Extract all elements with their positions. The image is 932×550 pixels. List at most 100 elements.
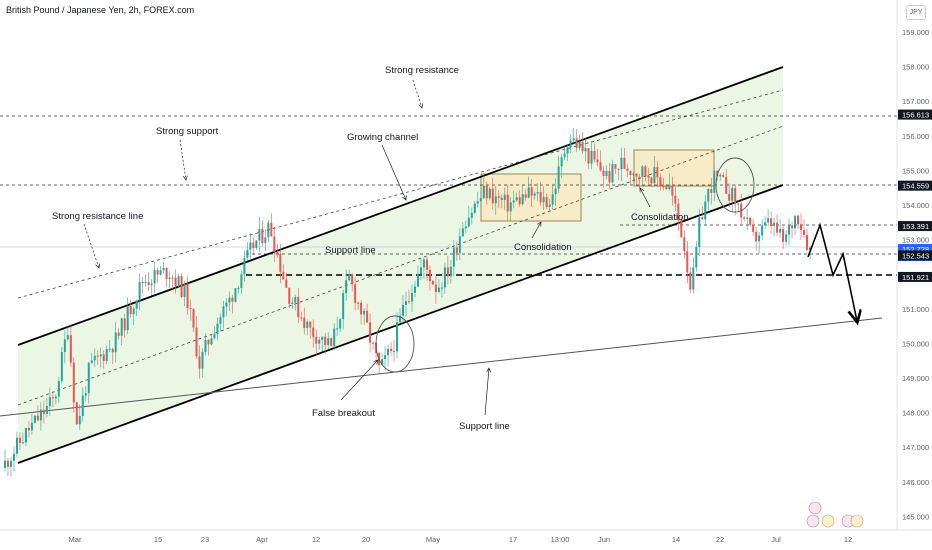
candle-body bbox=[686, 251, 689, 273]
candle-body bbox=[611, 164, 614, 183]
candle-body bbox=[204, 339, 207, 352]
x-tick-label: 22 bbox=[716, 535, 724, 544]
candle-body bbox=[620, 157, 623, 170]
price-tag-bg bbox=[898, 271, 932, 282]
candle-body bbox=[396, 322, 399, 352]
candle-body bbox=[698, 217, 701, 247]
candle-body bbox=[722, 174, 725, 177]
candle-body bbox=[419, 267, 422, 275]
candle-body bbox=[195, 327, 198, 357]
event-badge-flag-5[interactable] bbox=[850, 514, 864, 528]
candle-body bbox=[710, 189, 713, 193]
candle-body bbox=[48, 397, 51, 407]
candle-body bbox=[6, 460, 9, 467]
candle-body bbox=[416, 274, 419, 287]
candle-body bbox=[21, 442, 24, 444]
candle-body bbox=[333, 328, 336, 347]
candle-body bbox=[701, 217, 704, 220]
candle-body bbox=[24, 428, 27, 443]
candle-body bbox=[782, 229, 785, 242]
price-tags: 156.613154.559153.391152.72823:09152.543… bbox=[898, 109, 932, 282]
candle-body bbox=[366, 310, 369, 323]
symbol-title[interactable]: British Pound / Japanese Yen, 2h, FOREX.… bbox=[6, 5, 195, 15]
price-tag-label: 154.559 bbox=[902, 182, 929, 191]
x-tick-label: 17 bbox=[509, 535, 517, 544]
candle-body bbox=[773, 222, 776, 226]
candle-body bbox=[231, 297, 234, 302]
candle-body bbox=[641, 166, 644, 177]
candle-body bbox=[758, 235, 761, 242]
price-tag-label: 156.613 bbox=[902, 111, 929, 120]
y-tick-label: 145.000 bbox=[902, 512, 929, 521]
candle-body bbox=[503, 194, 506, 200]
currency-badge[interactable]: JPY bbox=[906, 5, 926, 20]
candle-body bbox=[102, 354, 105, 361]
candle-body bbox=[63, 339, 66, 352]
label-support-line-top: Support line bbox=[325, 245, 376, 256]
candle-body bbox=[734, 187, 737, 205]
candle-body bbox=[509, 202, 512, 212]
candle-body bbox=[653, 167, 656, 184]
candle-body bbox=[246, 249, 249, 258]
y-tick-label: 149.000 bbox=[902, 374, 929, 383]
candle-body bbox=[689, 272, 692, 290]
candle-body bbox=[60, 351, 63, 382]
candle-body bbox=[674, 195, 677, 204]
candle-body bbox=[410, 292, 413, 302]
event-badge-flag-2[interactable] bbox=[806, 514, 820, 528]
candle-body bbox=[791, 225, 794, 229]
candle-body bbox=[252, 242, 255, 248]
candle-body bbox=[111, 348, 114, 353]
candle-body bbox=[117, 332, 120, 336]
candle-body bbox=[300, 317, 303, 319]
y-tick-label: 153.000 bbox=[902, 236, 929, 245]
candle-body bbox=[614, 164, 617, 169]
time-axis[interactable]: Mar 15 23 Apr 12 20 May 17 13:00 Jun 14 22 Jul 12 bbox=[69, 535, 853, 544]
candle-body bbox=[794, 215, 797, 229]
candle-body bbox=[120, 318, 123, 336]
candle-body bbox=[407, 301, 410, 303]
x-tick-label: 20 bbox=[362, 535, 370, 544]
candle-body bbox=[135, 300, 138, 309]
top-breakout-circle bbox=[715, 157, 755, 213]
channel-top-line bbox=[17, 66, 784, 346]
candle-body bbox=[126, 306, 129, 331]
candle-body bbox=[656, 167, 659, 178]
candle-body bbox=[234, 288, 237, 302]
y-tick-label: 150.000 bbox=[902, 339, 929, 348]
candle-body bbox=[270, 222, 273, 237]
event-badge-flag-3[interactable] bbox=[821, 514, 835, 528]
candle-body bbox=[563, 153, 566, 158]
candle-body bbox=[788, 225, 791, 235]
candle-body bbox=[402, 304, 405, 316]
price-tag-label: 151.921 bbox=[902, 273, 929, 282]
candle-body bbox=[90, 360, 93, 363]
label-support-line-bottom: Support line bbox=[459, 421, 510, 432]
price-tag-bg bbox=[898, 180, 932, 191]
x-tick-label: 14 bbox=[672, 535, 680, 544]
candle-body bbox=[677, 203, 680, 221]
candle-body bbox=[78, 415, 81, 425]
candle-body bbox=[518, 197, 521, 205]
candle-body bbox=[138, 281, 141, 301]
label-strong-resistance-line: Strong resistance line bbox=[52, 211, 143, 222]
candle-body bbox=[725, 176, 728, 194]
candle-body bbox=[93, 355, 96, 361]
candle-body bbox=[752, 224, 755, 232]
event-badges[interactable] bbox=[806, 501, 864, 528]
candle-body bbox=[644, 166, 647, 176]
candle-body bbox=[560, 157, 563, 167]
candle-body bbox=[213, 334, 216, 339]
candle-body bbox=[524, 194, 527, 198]
candle-body bbox=[569, 140, 572, 148]
candle-body bbox=[384, 355, 387, 360]
candle-body bbox=[428, 269, 431, 281]
candle-body bbox=[683, 237, 686, 252]
y-tick-label: 146.000 bbox=[902, 478, 929, 487]
candle-body bbox=[153, 270, 156, 284]
candle-body bbox=[806, 234, 809, 250]
candle-body bbox=[761, 225, 764, 236]
candle-body bbox=[240, 274, 243, 289]
event-badge-flag-1[interactable] bbox=[808, 501, 822, 515]
